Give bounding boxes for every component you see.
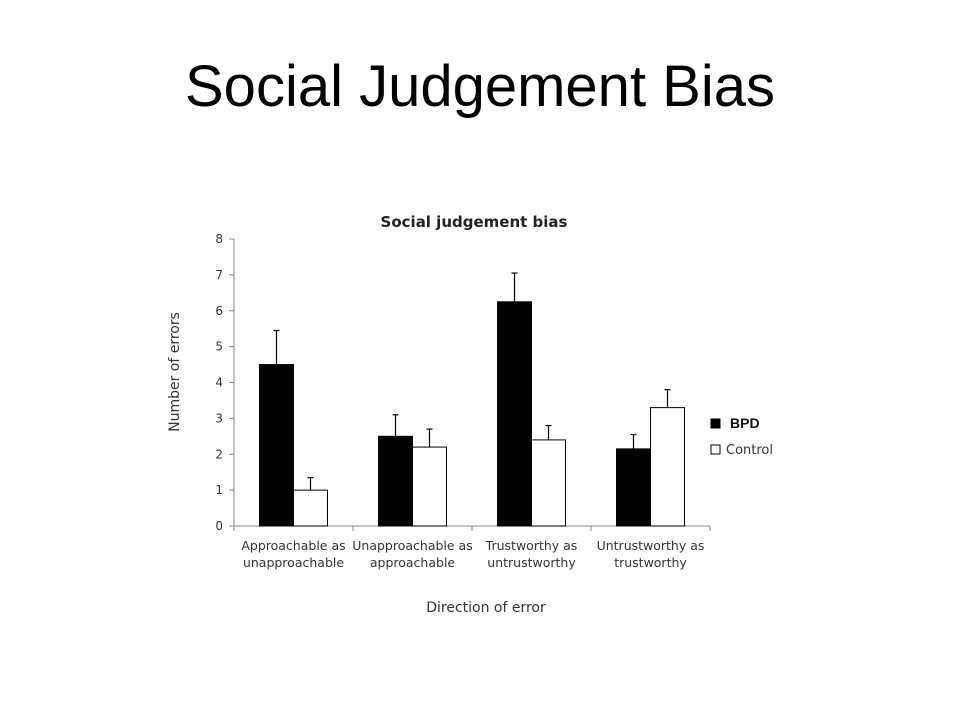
bars (259, 272, 685, 527)
y-tick-label: 0 (215, 519, 223, 533)
category-label: Approachable as (241, 538, 345, 553)
bar-control (412, 446, 447, 527)
bar-bpd (378, 435, 413, 527)
bar-bpd (259, 364, 294, 527)
y-tick-label: 2 (215, 447, 223, 461)
category-labels: Approachable as unapproachable Unapproacha… (241, 538, 704, 570)
bar-control (650, 407, 685, 527)
y-tick-label: 8 (215, 232, 223, 246)
slide-title: Social Judgement Bias (185, 54, 775, 119)
category-label: approachable (370, 555, 456, 570)
y-axis: 0 1 2 3 4 5 6 7 8 (215, 232, 235, 533)
y-tick-label: 5 (215, 340, 223, 354)
y-tick-label: 3 (215, 411, 223, 425)
bar-control (293, 489, 328, 527)
y-tick-label: 7 (215, 268, 223, 282)
y-axis-title: Number of errors (167, 312, 183, 432)
category-label: Untrustworthy as (597, 538, 705, 553)
bar-bpd (497, 301, 532, 527)
bar-bpd (616, 448, 651, 527)
bar-control (531, 439, 566, 527)
category-label: trustworthy (614, 555, 687, 570)
x-axis (233, 525, 711, 531)
category-label: Unapproachable as (352, 538, 472, 553)
y-tick-label: 6 (215, 304, 223, 318)
legend-label-control: Control (726, 443, 773, 458)
category-label: unapproachable (243, 555, 344, 570)
legend-swatch-control (710, 444, 721, 455)
category-label: Trustworthy as (485, 538, 578, 553)
legend-swatch-bpd (710, 418, 721, 429)
category-label: untrustworthy (487, 555, 576, 570)
y-tick-label: 1 (215, 483, 223, 497)
x-axis-title: Direction of error (426, 600, 546, 616)
legend-label-bpd: BPD (730, 415, 760, 431)
legend: BPD Control (710, 415, 773, 458)
chart-title: Social judgement bias (381, 213, 568, 231)
y-tick-label: 4 (215, 376, 223, 390)
